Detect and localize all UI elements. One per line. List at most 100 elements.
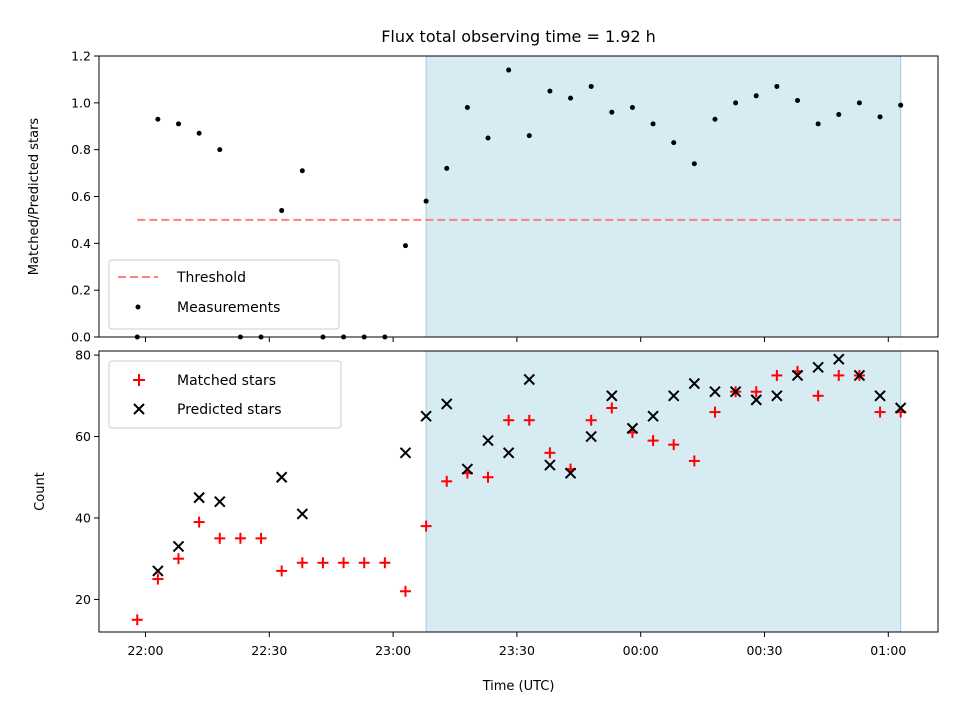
predicted-star-point — [275, 471, 288, 483]
measurement-point — [898, 102, 904, 108]
top-y-axis-label: Matched/Predicted stars — [27, 118, 42, 276]
y-tick-label: 0.0 — [71, 330, 91, 345]
matched-star-point — [668, 439, 680, 451]
measurement-points — [134, 67, 904, 340]
predicted-star-point — [399, 447, 412, 459]
matched-star-point — [338, 557, 350, 569]
legend-measurement-swatch — [135, 304, 141, 310]
matched-star-point — [709, 406, 721, 418]
bottom-legend-box — [108, 360, 342, 429]
legend-threshold-label: Threshold — [176, 270, 246, 286]
y-tick-label: 60 — [75, 429, 91, 444]
matched-star-point — [585, 414, 597, 426]
predicted-star-point — [441, 398, 453, 410]
measurement-point — [155, 116, 161, 122]
matched-star-point — [482, 471, 494, 483]
predicted-star-point — [688, 377, 701, 390]
top-panel: 0.0 0.2 0.4 0.6 0.8 1.0 1.2 Flux total observi… — [27, 27, 939, 345]
x-tick-label: 00:30 — [746, 643, 782, 658]
predicted-star-point — [420, 410, 432, 422]
predicted-star-point — [812, 361, 824, 373]
x-tick-label: 22:00 — [127, 643, 163, 658]
measurement-point — [836, 112, 842, 118]
predicted-star-point — [709, 386, 721, 398]
measurement-point — [423, 198, 429, 204]
predicted-star-point — [502, 447, 515, 459]
y-tick-label: 0.8 — [71, 142, 91, 157]
predicted-star-point — [771, 390, 783, 402]
measurement-point — [712, 116, 718, 122]
measurement-point — [526, 133, 532, 139]
legend-measurements-label: Measurements — [177, 300, 280, 316]
x-tick-label: 22:30 — [251, 643, 287, 658]
measurement-point — [671, 140, 677, 146]
matched-star-point — [358, 557, 370, 569]
x-tick-label: 23:30 — [499, 643, 535, 658]
predicted-star-point — [193, 491, 205, 504]
predicted-star-point — [626, 422, 639, 435]
measurement-point — [753, 93, 759, 99]
matched-star-point — [193, 516, 205, 528]
measurement-point — [774, 83, 780, 89]
measurement-point — [795, 97, 801, 103]
measurement-point — [485, 135, 491, 141]
y-tick-label: 20 — [75, 592, 91, 607]
top-legend-box — [108, 259, 340, 330]
top-axes-frame — [98, 55, 939, 338]
legend-predicted-swatch — [133, 403, 145, 415]
matched-star-point — [606, 402, 618, 414]
predicted-star-point — [214, 495, 226, 508]
matched-star-point — [503, 414, 515, 426]
legend-predicted-label: Predicted stars — [177, 402, 282, 418]
matched-star-point — [214, 532, 226, 544]
predicted-star-point — [874, 390, 886, 402]
legend-matched-swatch — [133, 374, 145, 386]
matched-star-point — [750, 386, 762, 398]
matched-star-point — [544, 447, 556, 459]
measurement-point — [299, 168, 305, 174]
predicted-star-point — [523, 373, 535, 386]
matched-star-point — [420, 520, 432, 532]
measurement-point — [609, 109, 615, 115]
x-tick-label: 00:00 — [623, 643, 659, 658]
matched-star-point — [296, 557, 308, 569]
predicted-star-point — [564, 467, 577, 479]
matched-star-point — [688, 455, 700, 467]
matched-star-point — [523, 414, 535, 426]
y-tick-label: 1.2 — [71, 49, 91, 64]
bottom-axes-frame — [98, 350, 939, 633]
matched-stars-points — [131, 365, 907, 626]
measurement-point — [547, 88, 553, 94]
observing-interval-shade-bottom — [425, 350, 902, 633]
y-tick-label: 80 — [75, 348, 91, 363]
measurement-point — [691, 161, 697, 167]
legend-matched-label: Matched stars — [177, 373, 276, 389]
matched-star-point — [173, 553, 185, 565]
predicted-star-point — [894, 402, 907, 414]
matched-star-point — [276, 565, 288, 577]
y-tick-label: 40 — [75, 510, 91, 525]
predicted-star-point — [296, 508, 309, 520]
x-tick-label: 23:00 — [375, 643, 411, 658]
predicted-star-point — [853, 369, 866, 382]
predicted-star-point — [647, 410, 659, 422]
predicted-star-point — [152, 565, 164, 577]
y-tick-label: 0.2 — [71, 283, 91, 298]
measurement-point — [176, 121, 182, 127]
predicted-star-point — [668, 390, 680, 402]
matched-star-point — [874, 406, 886, 418]
measurement-point — [444, 165, 450, 171]
measurement-point — [217, 147, 223, 153]
measurement-point — [629, 105, 635, 111]
measurement-point — [196, 130, 202, 136]
predicted-star-point — [172, 540, 185, 553]
matched-star-point — [833, 369, 845, 381]
measurement-point — [568, 95, 574, 101]
bottom-y-axis-label: Count — [33, 472, 48, 511]
matched-star-point — [812, 390, 824, 402]
measurement-point — [279, 208, 285, 214]
measurement-point — [402, 243, 408, 249]
bottom-legend: Matched stars Predicted stars — [108, 360, 342, 429]
observing-interval-shade-top — [425, 55, 902, 338]
